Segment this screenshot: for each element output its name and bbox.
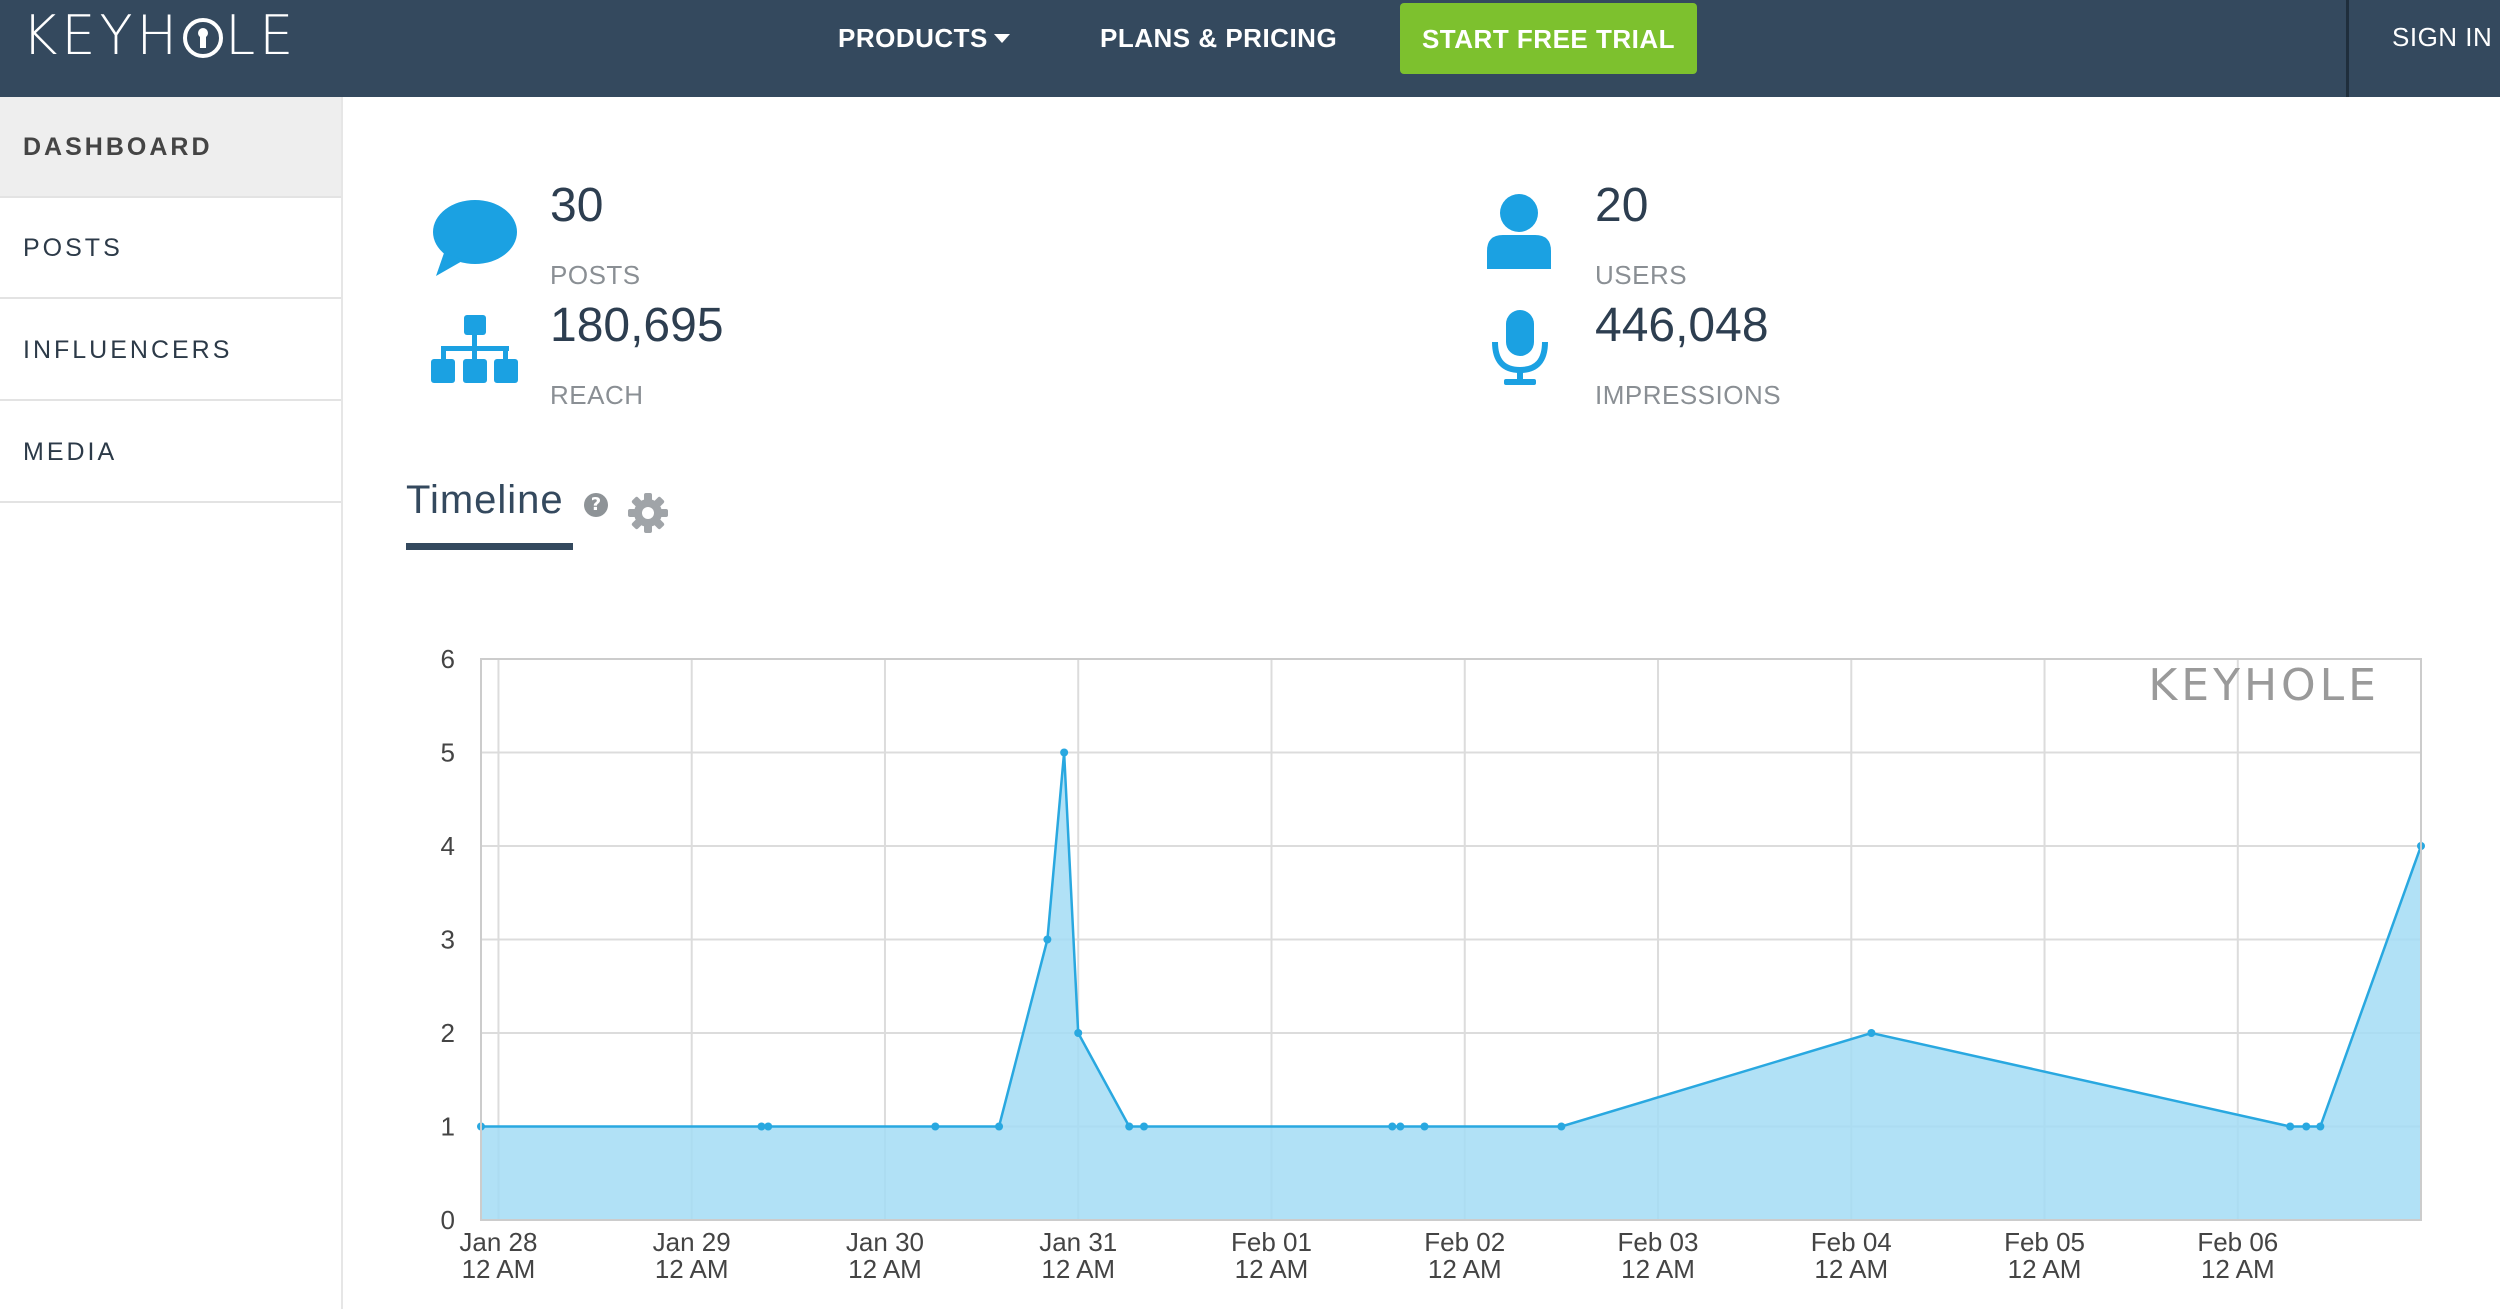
keyhole-logo[interactable]: KEYH LE bbox=[22, 4, 298, 67]
gear-icon[interactable] bbox=[626, 491, 670, 535]
caret-down-icon bbox=[993, 34, 1010, 43]
x-tick-date: Feb 04 bbox=[1811, 1227, 1892, 1257]
x-tick-date: Jan 28 bbox=[459, 1227, 537, 1257]
x-tick-date: Feb 05 bbox=[2004, 1227, 2085, 1257]
plans-pricing-link[interactable]: PLANS & PRICING bbox=[1100, 23, 1338, 53]
x-tick-time: 12 AM bbox=[2008, 1254, 2082, 1284]
y-tick-label: 3 bbox=[441, 925, 455, 955]
data-point bbox=[931, 1122, 940, 1131]
plot-frame bbox=[480, 658, 2422, 1221]
y-tick-label: 0 bbox=[441, 1205, 455, 1235]
x-tick-date: Feb 03 bbox=[1618, 1227, 1699, 1257]
sidebar-item-influencers[interactable]: INFLUENCERS bbox=[0, 300, 341, 401]
y-tick-label: 4 bbox=[441, 831, 455, 861]
microphone-icon bbox=[1492, 310, 1548, 385]
data-point bbox=[1074, 1029, 1083, 1037]
sidebar-item-label: MEDIA bbox=[23, 438, 118, 466]
data-point bbox=[2302, 1122, 2311, 1131]
users-label: USERS bbox=[1595, 260, 1688, 290]
help-icon[interactable]: ? bbox=[584, 493, 608, 517]
timeline-tab-underline bbox=[406, 543, 573, 550]
x-tick-time: 12 AM bbox=[1428, 1254, 1502, 1284]
sidebar-item-dashboard[interactable]: DASHBOARD bbox=[0, 97, 341, 198]
x-tick-time: 12 AM bbox=[462, 1254, 536, 1284]
data-point bbox=[757, 1122, 766, 1131]
top-nav: KEYH LE PRODUCTS PLANS & PRICING START FR… bbox=[0, 0, 2500, 97]
data-point bbox=[1060, 748, 1069, 757]
x-tick-time: 12 AM bbox=[1621, 1254, 1695, 1284]
start-free-trial-button[interactable]: START FREE TRIAL bbox=[1400, 3, 1697, 74]
sidebar-item-label: INFLUENCERS bbox=[23, 336, 233, 364]
user-icon bbox=[1487, 194, 1551, 269]
sidebar: DASHBOARD POSTS INFLUENCERS MEDIA bbox=[0, 97, 343, 1309]
reach-label: REACH bbox=[550, 380, 644, 410]
keyhole-icon bbox=[183, 18, 224, 58]
data-point bbox=[1388, 1122, 1397, 1131]
x-tick-date: Feb 06 bbox=[2197, 1227, 2278, 1257]
impressions-count: 446,048 bbox=[1595, 299, 1769, 352]
users-count: 20 bbox=[1595, 179, 1649, 232]
sidebar-item-media[interactable]: MEDIA bbox=[0, 402, 341, 503]
y-tick-label: 5 bbox=[441, 738, 455, 768]
data-point bbox=[1396, 1122, 1405, 1131]
speech-bubble-icon bbox=[433, 200, 517, 276]
x-tick-date: Jan 31 bbox=[1039, 1227, 1117, 1257]
data-point bbox=[995, 1122, 1004, 1131]
x-tick-time: 12 AM bbox=[848, 1254, 922, 1284]
data-point bbox=[1139, 1122, 1148, 1131]
x-tick-time: 12 AM bbox=[2201, 1254, 2275, 1284]
reach-count: 180,695 bbox=[550, 299, 724, 352]
x-tick-time: 12 AM bbox=[1041, 1254, 1115, 1284]
data-point bbox=[1125, 1122, 1134, 1131]
data-point bbox=[2286, 1122, 2295, 1131]
x-tick-time: 12 AM bbox=[1814, 1254, 1888, 1284]
data-point bbox=[1867, 1029, 1876, 1037]
x-tick-date: Feb 01 bbox=[1231, 1227, 1312, 1257]
y-tick-label: 6 bbox=[441, 644, 455, 674]
posts-label: POSTS bbox=[550, 260, 641, 290]
products-label: PRODUCTS bbox=[838, 23, 988, 53]
data-point bbox=[2316, 1122, 2325, 1131]
timeline-tab[interactable]: Timeline bbox=[406, 478, 564, 522]
data-point bbox=[1557, 1122, 1566, 1131]
sign-in-link[interactable]: SIGN IN bbox=[2392, 22, 2493, 52]
sidebar-item-label: POSTS bbox=[23, 234, 123, 262]
x-tick-time: 12 AM bbox=[655, 1254, 729, 1284]
data-point bbox=[764, 1122, 773, 1131]
data-point bbox=[1043, 935, 1052, 944]
x-tick-time: 12 AM bbox=[1235, 1254, 1309, 1284]
impressions-label: IMPRESSIONS bbox=[1595, 380, 1782, 410]
chart-watermark: KEYHOLE bbox=[2148, 660, 2380, 711]
x-tick-date: Jan 29 bbox=[653, 1227, 731, 1257]
sidebar-item-posts[interactable]: POSTS bbox=[0, 198, 341, 299]
y-tick-label: 2 bbox=[441, 1018, 455, 1048]
series-area bbox=[481, 752, 2421, 1220]
nav-divider bbox=[2346, 0, 2349, 97]
network-icon bbox=[431, 315, 518, 383]
posts-count: 30 bbox=[550, 179, 604, 232]
data-point bbox=[1420, 1122, 1429, 1131]
y-tick-label: 1 bbox=[441, 1112, 455, 1142]
x-tick-date: Jan 30 bbox=[846, 1227, 924, 1257]
products-menu[interactable]: PRODUCTS bbox=[838, 20, 1010, 56]
sidebar-item-label: DASHBOARD bbox=[23, 133, 213, 161]
x-tick-date: Feb 02 bbox=[1424, 1227, 1505, 1257]
